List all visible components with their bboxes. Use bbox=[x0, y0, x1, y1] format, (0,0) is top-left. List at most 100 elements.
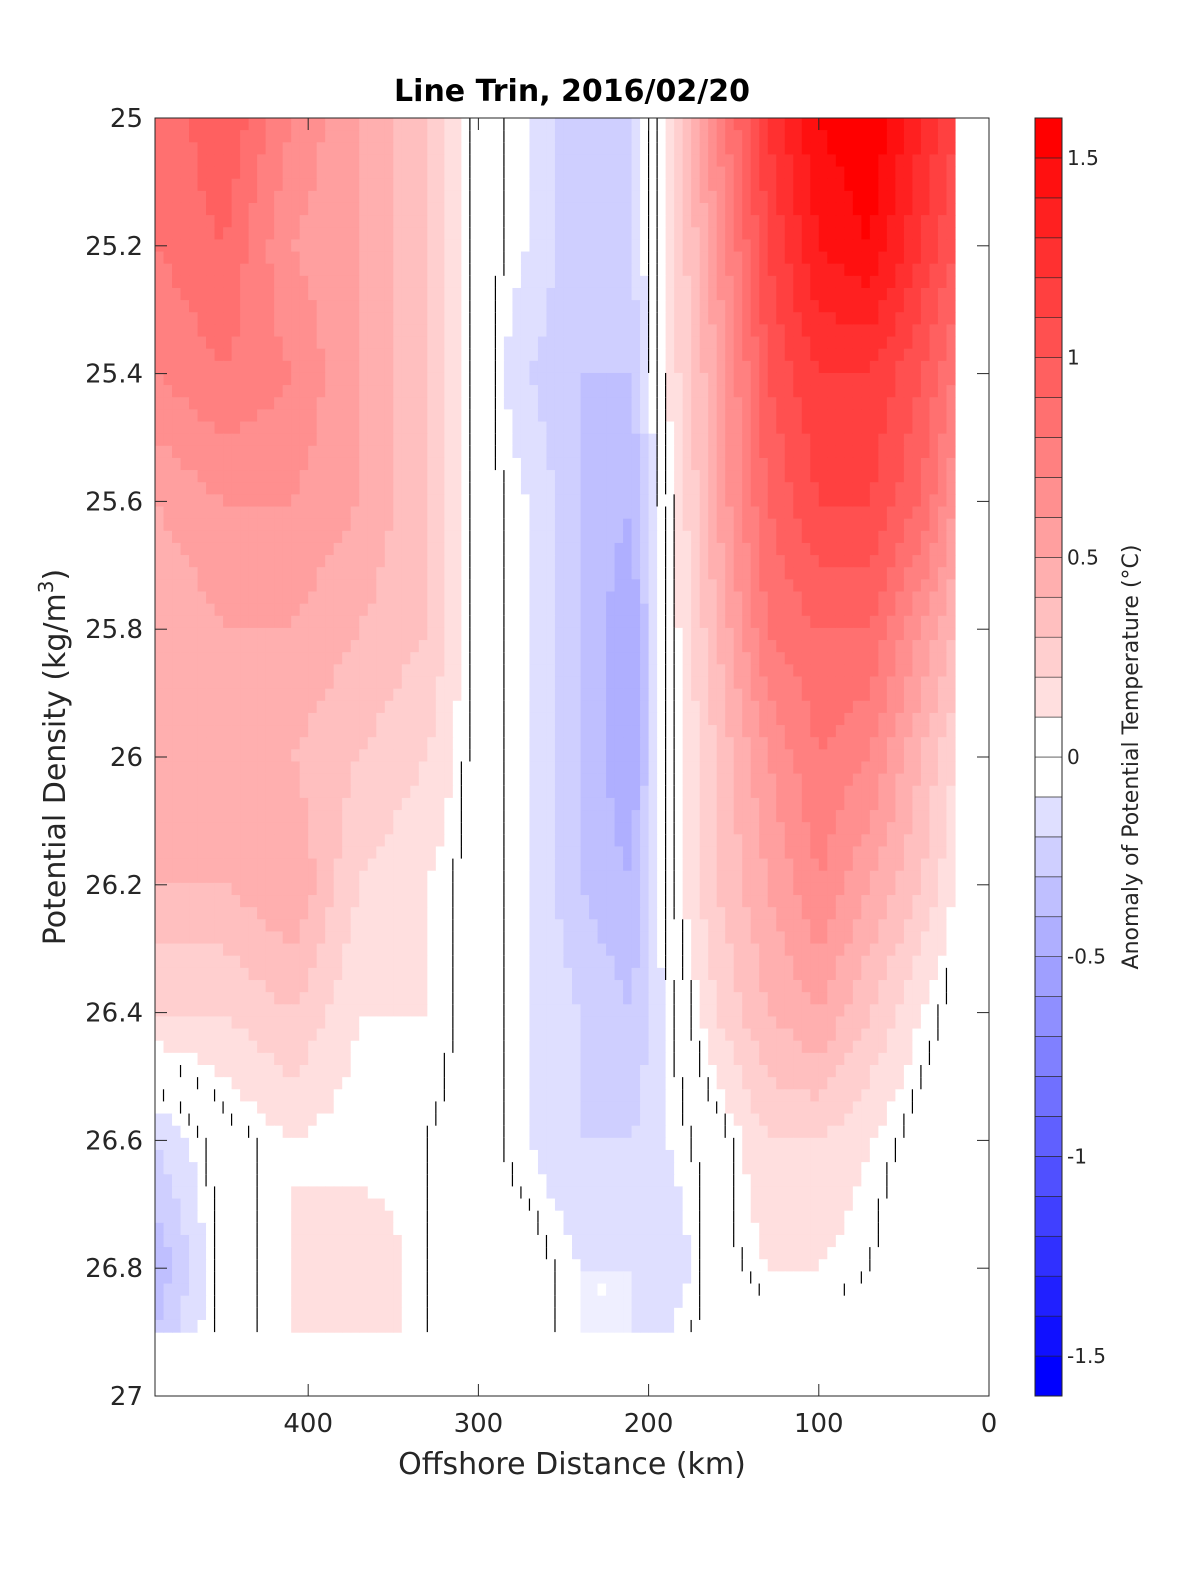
field-cell bbox=[180, 166, 190, 180]
field-cell bbox=[572, 397, 582, 410]
field-cell bbox=[861, 664, 871, 678]
field-cell bbox=[367, 482, 377, 495]
field-cell bbox=[461, 166, 471, 180]
field-cell bbox=[163, 640, 173, 653]
field-cell bbox=[469, 470, 479, 483]
field-cell bbox=[495, 603, 505, 617]
field-cell bbox=[537, 324, 548, 338]
field-cell bbox=[742, 749, 752, 763]
field-cell bbox=[529, 166, 539, 180]
field-cell bbox=[444, 603, 454, 617]
field-cell bbox=[725, 518, 735, 532]
field-cell bbox=[733, 385, 743, 398]
field-cell bbox=[316, 142, 326, 156]
field-cell bbox=[631, 360, 641, 374]
field-cell bbox=[427, 664, 437, 678]
field-cell bbox=[801, 372, 811, 386]
field-cell bbox=[810, 372, 820, 386]
field-cell bbox=[674, 118, 684, 131]
field-cell bbox=[342, 591, 352, 605]
field-cell bbox=[367, 603, 377, 617]
field-cell bbox=[376, 433, 386, 447]
field-cell bbox=[784, 640, 794, 653]
field-cell bbox=[520, 688, 531, 702]
field-cell bbox=[520, 579, 531, 593]
field-cell bbox=[325, 118, 335, 131]
field-cell bbox=[461, 324, 471, 338]
field-cell bbox=[478, 482, 488, 495]
field-cell bbox=[648, 324, 658, 338]
field-cell bbox=[333, 239, 343, 253]
field-cell bbox=[435, 518, 445, 532]
field-cell bbox=[410, 202, 420, 216]
field-cell bbox=[818, 360, 828, 374]
field-cell bbox=[631, 445, 641, 459]
field-cell bbox=[716, 518, 726, 532]
field-cell bbox=[691, 749, 701, 763]
field-cell bbox=[801, 518, 811, 532]
field-cell bbox=[350, 372, 360, 386]
field-cell bbox=[869, 615, 879, 629]
field-cell bbox=[444, 494, 454, 508]
field-cell bbox=[725, 603, 735, 617]
field-cell bbox=[886, 360, 896, 374]
field-cell bbox=[384, 664, 394, 678]
field-cell bbox=[469, 263, 479, 277]
field-cell bbox=[274, 287, 284, 301]
field-cell bbox=[895, 737, 905, 750]
field-cell bbox=[537, 712, 548, 726]
field-cell bbox=[776, 518, 786, 532]
field-cell bbox=[163, 239, 173, 253]
field-cell bbox=[333, 190, 343, 204]
field-cell bbox=[835, 506, 845, 520]
field-cell bbox=[946, 457, 956, 471]
field-cell bbox=[282, 603, 292, 617]
field-cell bbox=[342, 300, 352, 313]
field-cell bbox=[529, 178, 539, 192]
field-cell bbox=[299, 712, 309, 726]
field-cell bbox=[427, 457, 437, 471]
field-cell bbox=[299, 385, 309, 398]
field-cell bbox=[325, 749, 335, 763]
field-cell bbox=[895, 494, 905, 508]
field-cell bbox=[223, 506, 233, 520]
field-cell bbox=[827, 664, 837, 678]
field-cell bbox=[478, 348, 488, 362]
field-cell bbox=[929, 275, 939, 289]
field-cell bbox=[759, 664, 769, 678]
field-cell bbox=[589, 725, 599, 738]
field-cell bbox=[384, 215, 394, 228]
field-cell bbox=[614, 239, 624, 253]
field-cell bbox=[495, 397, 505, 410]
field-cell bbox=[869, 300, 879, 313]
field-cell bbox=[563, 372, 573, 386]
field-cell bbox=[359, 348, 369, 362]
field-cell bbox=[835, 664, 845, 678]
field-cell bbox=[435, 591, 445, 605]
field-cell bbox=[299, 567, 309, 580]
field-cell bbox=[401, 555, 411, 568]
field-cell bbox=[172, 470, 182, 483]
field-cell bbox=[435, 652, 445, 665]
field-cell bbox=[572, 178, 582, 192]
field-cell bbox=[206, 712, 216, 726]
field-cell bbox=[393, 202, 403, 216]
field-cell bbox=[835, 300, 845, 313]
field-cell bbox=[214, 263, 224, 277]
field-cell bbox=[461, 251, 471, 265]
field-cell bbox=[384, 360, 394, 374]
field-cell bbox=[776, 324, 786, 338]
field-cell bbox=[180, 457, 190, 471]
field-cell bbox=[554, 555, 565, 568]
field-cell bbox=[282, 348, 292, 362]
field-cell bbox=[410, 421, 420, 435]
field-cell bbox=[572, 215, 582, 228]
field-cell bbox=[325, 409, 335, 423]
field-cell bbox=[929, 482, 939, 495]
field-cell bbox=[648, 336, 658, 350]
field-cell bbox=[614, 372, 624, 386]
field-cell bbox=[878, 154, 888, 168]
field-cell bbox=[716, 506, 726, 520]
field-cell bbox=[299, 433, 309, 447]
field-cell bbox=[248, 567, 258, 580]
